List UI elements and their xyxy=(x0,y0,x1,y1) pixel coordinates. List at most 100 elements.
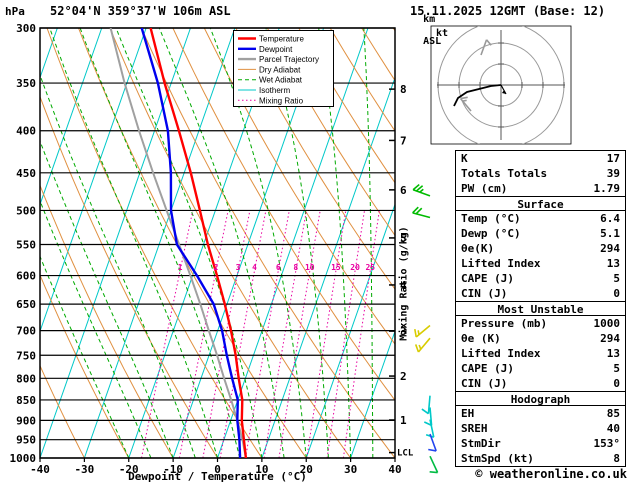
km-axis-label: km ASL xyxy=(399,3,441,58)
km-axis-label-km: km xyxy=(423,14,436,25)
svg-text:900: 900 xyxy=(16,414,36,427)
indices-row-value: 294 xyxy=(600,242,620,255)
svg-text:-30: -30 xyxy=(74,463,94,476)
svg-text:550: 550 xyxy=(16,238,36,251)
wind-barb-column xyxy=(412,183,439,474)
svg-text:4: 4 xyxy=(252,263,257,272)
mixing-ratio-axis-label: Mixing Ratio (g/kg) xyxy=(398,226,410,341)
indices-row-value: 8 xyxy=(613,452,620,465)
indices-row-label: Dewp (°C) xyxy=(461,227,521,240)
indices-row: CIN (J) 0 xyxy=(456,286,625,301)
indices-section-header: Surface xyxy=(456,196,625,211)
pressure-gridlines xyxy=(40,27,395,459)
indices-row-value: 40 xyxy=(606,422,620,435)
svg-text:Isotherm: Isotherm xyxy=(259,86,290,95)
indices-row: StmDir 153° xyxy=(456,436,625,451)
indices-row-value: 5.1 xyxy=(600,227,620,240)
indices-panel: K 17 Totals Totals 39 PW (cm) 1.79 Surface Temp… xyxy=(455,150,626,467)
indices-row: Lifted Index 13 xyxy=(456,256,625,271)
plot-frame xyxy=(39,27,396,459)
svg-text:Dewpoint: Dewpoint xyxy=(259,45,293,54)
svg-text:800: 800 xyxy=(16,372,36,385)
datetime-title: 15.11.2025 12GMT (Base: 12) xyxy=(410,4,606,18)
indices-row: StmSpd (kt) 8 xyxy=(456,451,625,466)
svg-text:10: 10 xyxy=(255,463,268,476)
indices-row-label: CIN (J) xyxy=(461,377,508,390)
indices-row-label: K xyxy=(461,152,468,165)
km-axis: 1 2 3 4 5 6 7 8 LCL xyxy=(389,83,414,459)
svg-text:3: 3 xyxy=(236,263,241,272)
svg-text:15: 15 xyxy=(331,263,341,272)
svg-text:Temperature: Temperature xyxy=(259,35,304,44)
parcel-trajectory-line xyxy=(109,28,247,458)
indices-row: θe(K) 294 xyxy=(456,241,625,256)
indices-row-value: 17 xyxy=(606,152,620,165)
svg-text:6: 6 xyxy=(400,184,407,197)
station-title: 52°04'N 359°37'W 106m ASL xyxy=(50,4,231,18)
svg-text:1000: 1000 xyxy=(10,452,37,465)
lcl-label: LCL xyxy=(397,449,414,459)
hodograph xyxy=(430,25,572,145)
svg-text:4: 4 xyxy=(400,279,407,292)
svg-text:5: 5 xyxy=(400,232,407,245)
svg-text:700: 700 xyxy=(16,325,36,338)
indices-row-label: CAPE (J) xyxy=(461,362,514,375)
indices-row-value: 39 xyxy=(606,167,620,180)
indices-row-value: 5 xyxy=(613,272,620,285)
indices-row-value: 1.79 xyxy=(593,182,621,195)
svg-text:25: 25 xyxy=(365,263,375,272)
indices-row-label: CAPE (J) xyxy=(461,272,514,285)
indices-row-label: PW (cm) xyxy=(461,182,508,195)
indices-row: Dewp (°C) 5.1 xyxy=(456,226,625,241)
temperature-line xyxy=(149,28,248,458)
indices-row-value: 13 xyxy=(606,347,620,360)
svg-text:-10: -10 xyxy=(163,463,183,476)
svg-text:300: 300 xyxy=(16,22,36,35)
pressure-labels: 300 350 400 450 500 550 600 650 700 750 800 850 900 9… xyxy=(10,22,37,465)
indices-row-label: SREH xyxy=(461,422,488,435)
svg-text:Wet Adiabat: Wet Adiabat xyxy=(259,76,303,85)
svg-text:600: 600 xyxy=(16,270,36,283)
mixing-ratio-labels: 1 2 3 4 6 8 10 15 20 25 xyxy=(178,263,376,272)
indices-row: CAPE (J) 5 xyxy=(456,271,625,286)
indices-row-label: CIN (J) xyxy=(461,287,508,300)
indices-row-value: 0 xyxy=(613,377,620,390)
svg-text:3: 3 xyxy=(400,325,407,338)
svg-text:2: 2 xyxy=(213,263,218,272)
svg-text:950: 950 xyxy=(16,434,36,447)
svg-text:6: 6 xyxy=(276,263,281,272)
copyright-text: © weatheronline.co.uk xyxy=(475,467,627,481)
indices-row-label: StmDir xyxy=(461,437,501,450)
svg-text:Dry Adiabat: Dry Adiabat xyxy=(259,65,301,74)
indices-row: SREH 40 xyxy=(456,421,625,436)
indices-row: Temp (°C) 6.4 xyxy=(456,211,625,226)
hodograph-unit-label: kt xyxy=(436,28,449,39)
svg-text:450: 450 xyxy=(16,167,36,180)
svg-text:8: 8 xyxy=(400,83,407,96)
svg-text:10: 10 xyxy=(305,263,315,272)
indices-row: Totals Totals 39 xyxy=(456,166,625,181)
temperature-tick-labels: -40 -30 -20 -10 0 10 20 30 40 xyxy=(30,458,402,476)
svg-text:0: 0 xyxy=(214,463,221,476)
indices-row: Lifted Index 13 xyxy=(456,346,625,361)
indices-row-value: 85 xyxy=(606,407,620,420)
indices-row-value: 13 xyxy=(606,257,620,270)
pressure-unit-label: hPa xyxy=(5,5,25,18)
indices-row-label: Lifted Index xyxy=(461,257,541,270)
svg-text:350: 350 xyxy=(16,77,36,90)
indices-row-label: Lifted Index xyxy=(461,347,541,360)
svg-text:2: 2 xyxy=(400,370,407,383)
indices-section-header: Hodograph xyxy=(456,391,625,406)
svg-text:Mixing Ratio: Mixing Ratio xyxy=(259,96,304,105)
svg-text:500: 500 xyxy=(16,204,36,217)
svg-text:7: 7 xyxy=(400,134,407,147)
svg-text:40: 40 xyxy=(388,463,401,476)
indices-row-value: 0 xyxy=(613,287,620,300)
indices-row: Pressure (mb) 1000 xyxy=(456,316,625,331)
svg-text:-40: -40 xyxy=(30,463,50,476)
svg-text:1: 1 xyxy=(178,263,183,272)
x-axis-title: Dewpoint / Temperature (°C) xyxy=(128,470,307,483)
indices-row-label: θe(K) xyxy=(461,242,495,255)
hodograph-trace xyxy=(453,84,502,107)
